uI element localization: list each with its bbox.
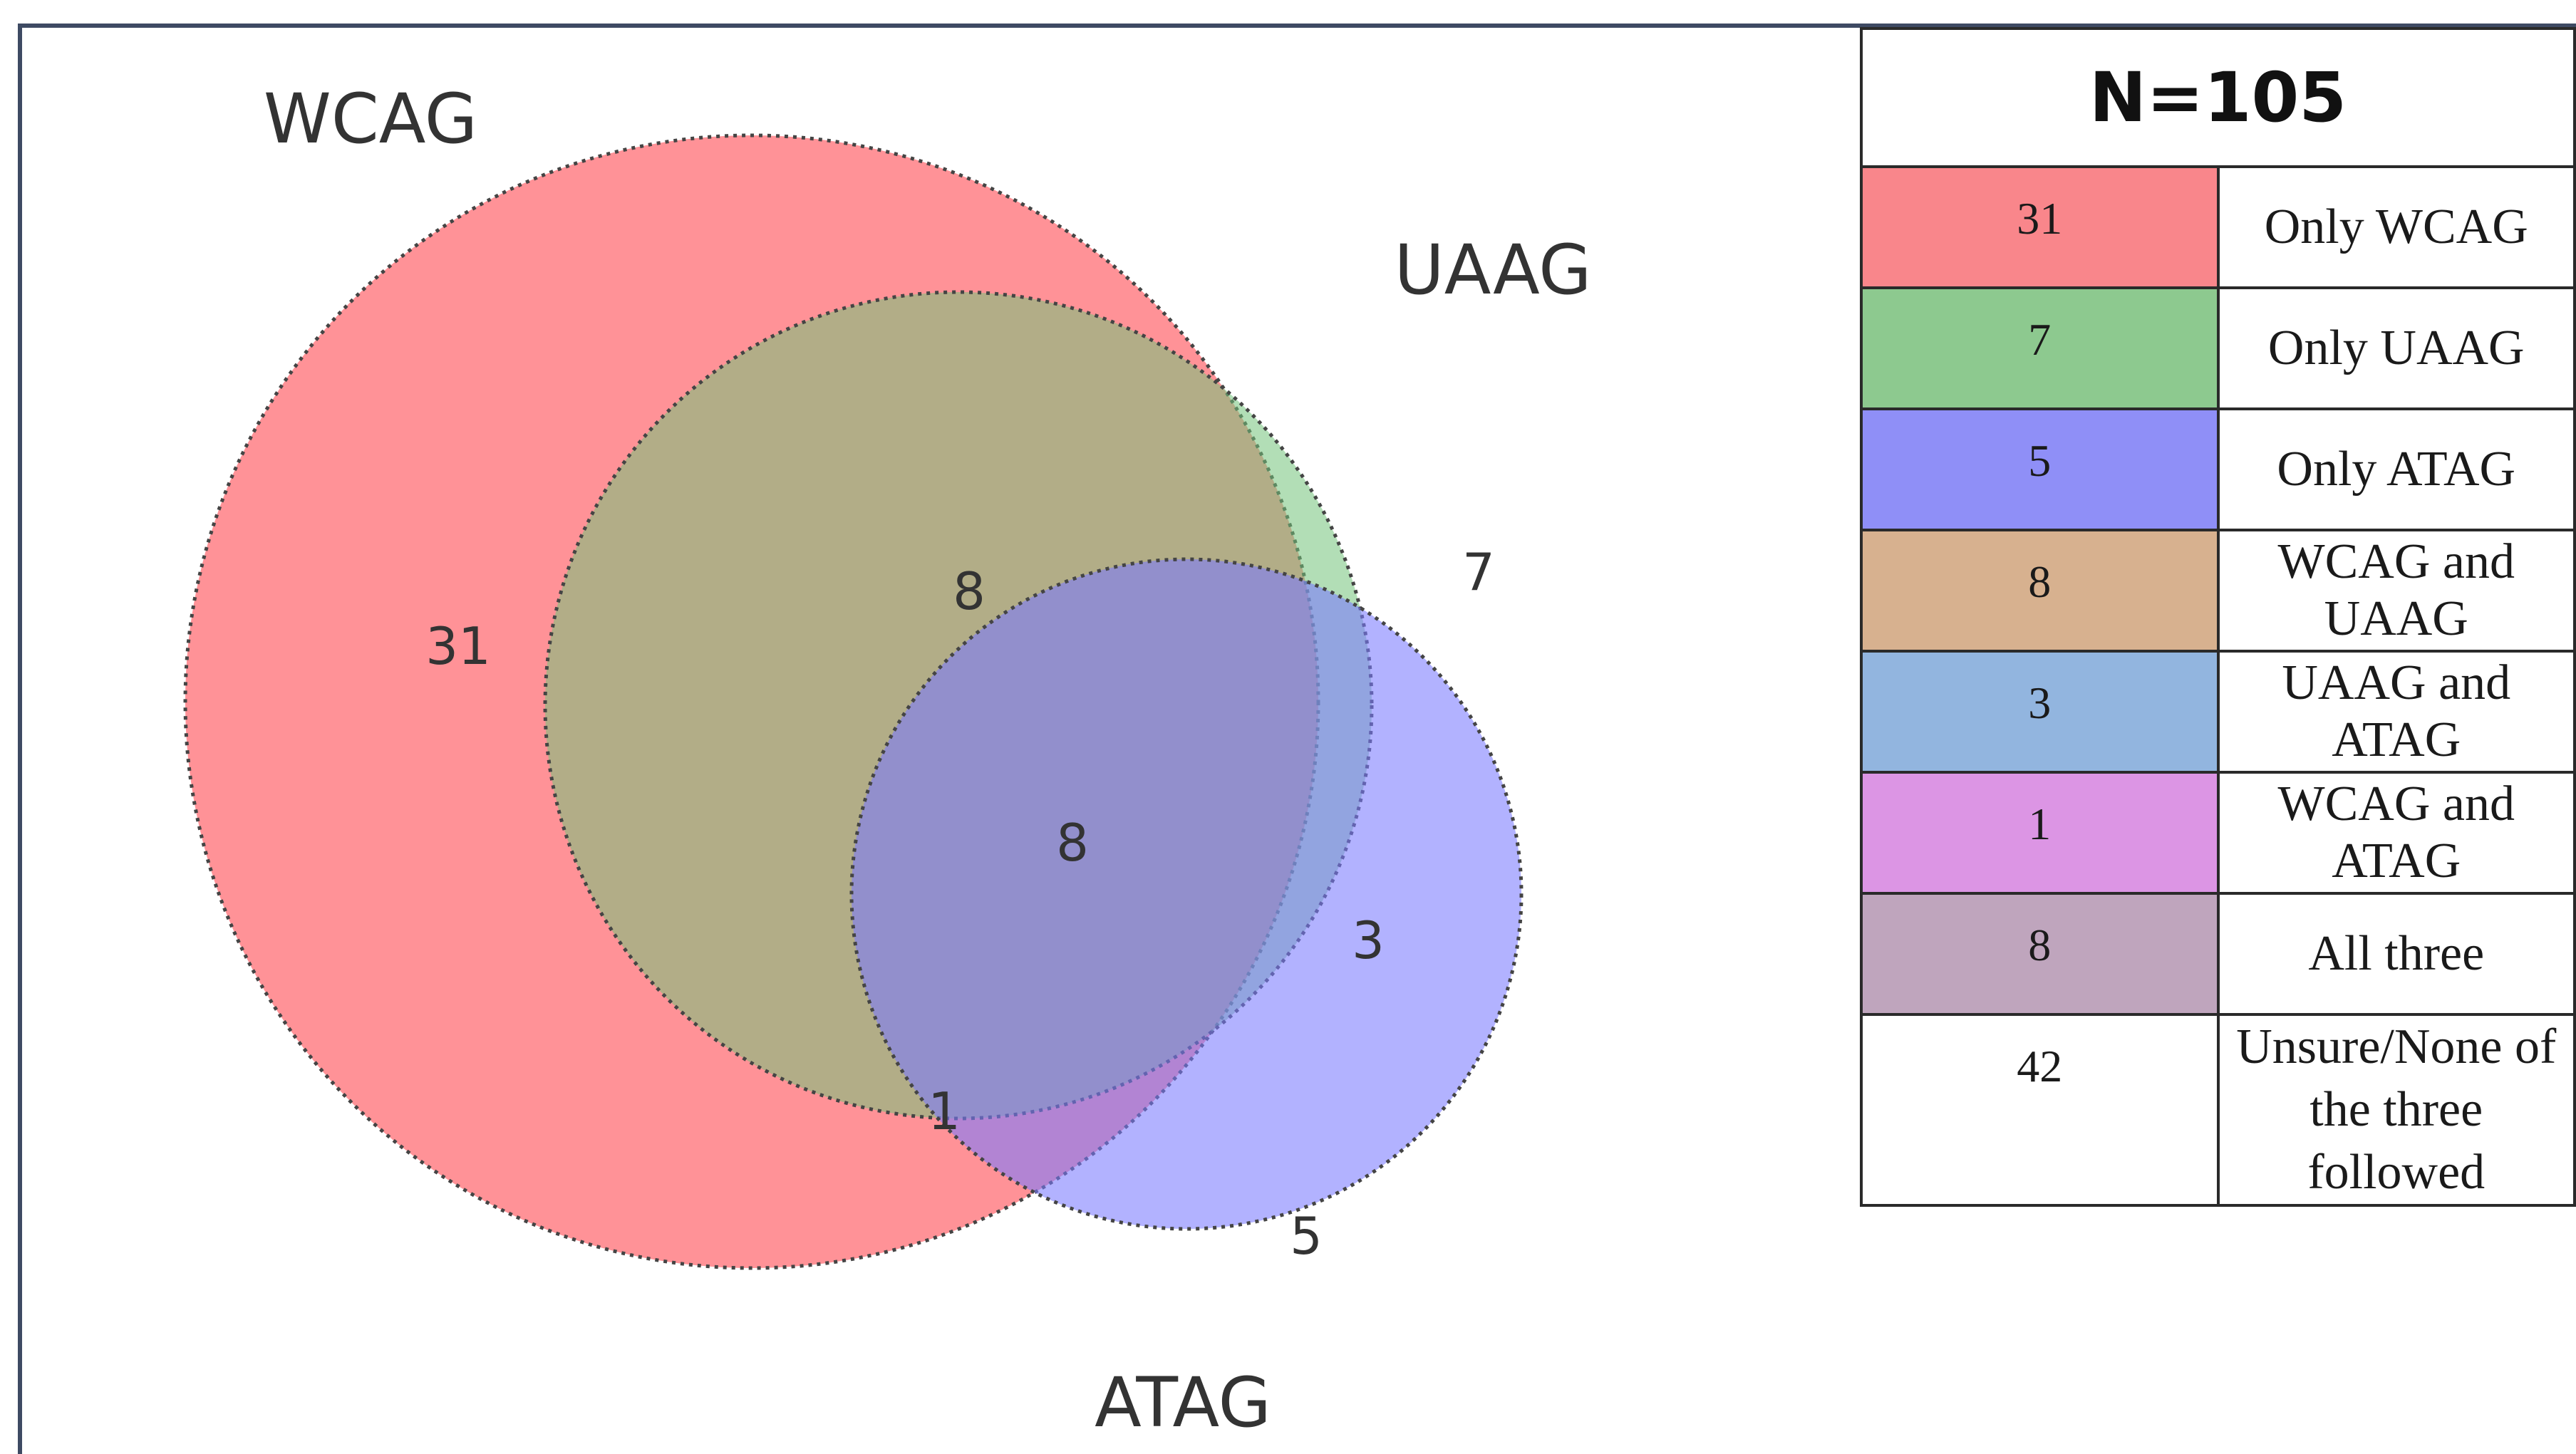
legend-row: 42 Unsure/None of the three followed [1860,1013,2576,1207]
legend-swatch: 1 [1860,771,2220,895]
region-count-only-atag: 5 [1290,1206,1323,1266]
legend-row: 8 WCAG and UAAG [1860,529,2576,653]
region-count-only-wcag: 31 [425,616,491,676]
legend-swatch: 3 [1860,650,2220,774]
region-count-all-three: 8 [1056,813,1089,873]
legend-swatch: 31 [1860,165,2220,289]
legend-row: 8 All three [1860,892,2576,1016]
legend-label: All three [2216,892,2576,1016]
set-label-wcag: WCAG [264,79,477,159]
region-count-only-uaag: 7 [1462,542,1495,602]
legend-label: Only WCAG [2216,165,2576,289]
legend-label: WCAG and ATAG [2216,771,2576,895]
legend-label: Only UAAG [2216,286,2576,410]
set-label-uaag: UAAG [1395,230,1592,310]
legend-row: 7 Only UAAG [1860,286,2576,410]
figure-frame [18,24,2576,1454]
legend-table: N=105 31 Only WCAG 7 Only UAAG 5 Only AT… [1860,27,2576,1207]
region-count-uaag-atag: 3 [1352,910,1385,970]
legend-row: 31 Only WCAG [1860,165,2576,289]
legend-swatch: 5 [1860,407,2220,531]
legend-header-row: N=105 [1860,27,2576,168]
set-label-atag: ATAG [1095,1363,1271,1443]
region-count-wcag-atag: 1 [928,1081,961,1141]
legend-row: 3 UAAG and ATAG [1860,650,2576,774]
legend-swatch: 7 [1860,286,2220,410]
legend-title: N=105 [1860,27,2576,168]
legend-swatch: 8 [1860,892,2220,1016]
legend-label: Unsure/None of the three followed [2216,1013,2576,1207]
legend-label: Only ATAG [2216,407,2576,531]
legend-row: 5 Only ATAG [1860,407,2576,531]
venn-circle-atag [849,557,1524,1231]
legend-label: UAAG and ATAG [2216,650,2576,774]
legend-label: WCAG and UAAG [2216,529,2576,653]
legend-row: 1 WCAG and ATAG [1860,771,2576,895]
legend-swatch: 42 [1860,1013,2220,1207]
region-count-wcag-uaag: 8 [953,561,986,621]
legend-swatch: 8 [1860,529,2220,653]
